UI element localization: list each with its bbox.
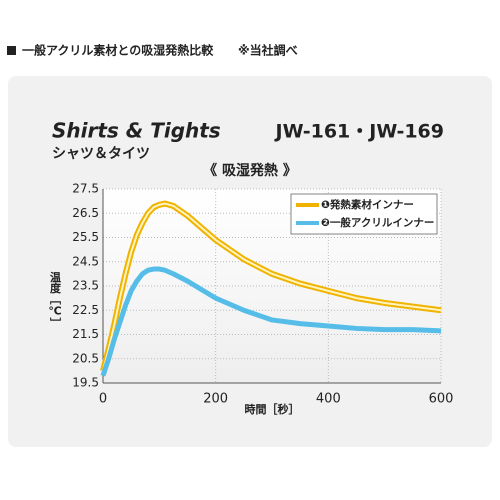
model: JW-161・JW-169	[274, 121, 444, 143]
y-tick-label: 26.5	[72, 206, 99, 220]
header: 一般アクリル素材との吸湿発熱比較	[22, 43, 214, 58]
y-tick-label: 22.5	[72, 303, 99, 317]
legend-label: ❷一般アクリルインナー	[321, 216, 434, 229]
x-tick-label: 600	[429, 392, 454, 407]
header-bullet	[7, 46, 16, 55]
y-tick-label: 21.5	[72, 327, 99, 341]
y-tick-label: 25.5	[72, 230, 99, 244]
x-tick-label: 0	[99, 392, 107, 407]
legend	[290, 193, 438, 235]
y-tick-label: 23.5	[72, 279, 99, 293]
y-tick-label: 20.5	[72, 351, 99, 365]
y-axis-label: 温度［℃］	[48, 270, 61, 328]
y-tick-label: 27.5	[72, 182, 99, 196]
y-tick-label: 24.5	[72, 254, 99, 268]
legend-label: ❶発熱素材インナー	[321, 198, 414, 211]
note: ※当社調べ	[238, 43, 298, 58]
x-tick-label: 400	[316, 392, 341, 407]
x-axis-label: 時間［秒］	[245, 402, 300, 416]
series-line	[100, 266, 442, 377]
series-line	[102, 202, 442, 372]
title: Shirts & Tights	[52, 119, 221, 143]
y-tick-label: 19.5	[72, 376, 99, 390]
x-tick-label: 200	[203, 392, 228, 407]
chart-title: 《 吸湿発熱 》	[203, 162, 297, 179]
subtitle: シャツ＆タイツ	[52, 146, 150, 162]
